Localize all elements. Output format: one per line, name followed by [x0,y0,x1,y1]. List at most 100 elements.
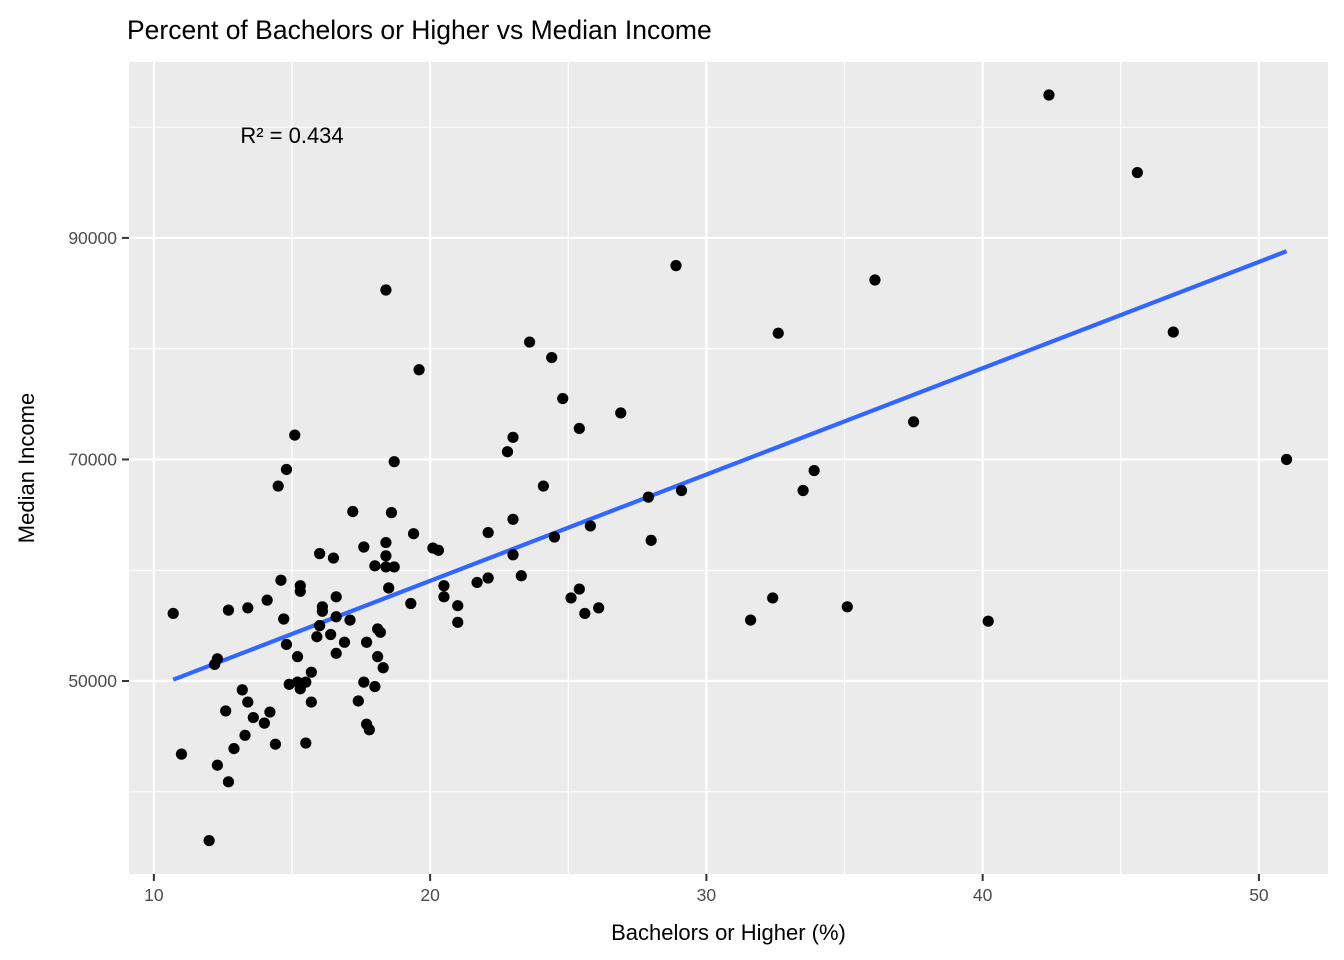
scatter-point [338,636,351,648]
scatter-point [573,583,585,595]
scatter-point [239,729,251,741]
scatter-point [325,628,337,641]
scatter-point [593,602,605,614]
scatter-point [330,647,342,659]
chart-title: Percent of Bachelors or Higher vs Median… [127,15,712,45]
scatter-point [808,464,820,477]
scatter-point [369,680,381,693]
scatter-point [358,541,370,553]
scatter-point [300,737,312,749]
scatter-point [222,776,235,788]
scatter-point [1167,326,1179,338]
scatter-point [507,513,519,525]
scatter-point [261,594,273,606]
scatter-point [369,560,381,572]
scatter-point [482,526,494,539]
scatter-point [471,576,483,589]
scatter-point [300,676,312,688]
scatter-point [907,416,920,428]
scatter-point [269,738,282,750]
scatter-point [280,638,293,651]
scatter-point [211,759,224,771]
x-tick-label: 50 [1249,885,1269,905]
scatter-point [797,484,809,497]
y-tick-label: 70000 [68,449,117,469]
scatter-point [242,696,254,708]
scatter-point [330,611,342,623]
scatter-point [236,684,248,696]
scatter-point [278,613,290,625]
r-squared-annotation: R² = 0.434 [240,123,343,148]
scatter-point [507,431,519,443]
scatter-point [482,572,494,584]
scatter-point [380,550,392,562]
scatter-point [745,614,757,626]
scatter-point [247,711,259,724]
scatter-point [380,561,392,573]
scatter-point [211,653,224,665]
scatter-point [388,456,400,468]
scatter-point [557,392,569,405]
scatter-point [548,531,561,543]
scatter-point [841,601,853,613]
scatter-point [584,520,596,532]
scatter-point [1131,166,1143,179]
scatter-point [330,591,342,603]
scatter-point [358,676,370,688]
scatter-point [264,706,276,718]
x-tick-label: 20 [420,885,440,905]
scatter-point [363,724,375,736]
scatter-point [305,696,317,708]
scatter-point [413,364,425,376]
x-tick-label: 10 [144,885,164,905]
scatter-point [869,274,881,286]
y-tick-label: 90000 [68,228,117,248]
scatter-point [380,536,392,549]
scatter-point [523,336,536,348]
regression-line-layer [172,249,1288,682]
scatter-point [1280,453,1293,466]
scatter-point [377,662,389,674]
scatter-point [405,597,417,610]
scatter-point [305,666,317,678]
scatter-point [670,260,682,272]
scatter-point [675,484,688,497]
scatter-point [507,549,519,561]
scatter-point [372,651,384,663]
scatter-point [291,651,304,663]
scatter-point [438,580,450,592]
scatter-point [645,534,657,546]
scatter-point [438,591,450,603]
x-tick-label: 30 [697,885,717,905]
scatter-point [316,601,328,613]
scatter-point [228,742,240,755]
scatter-point [573,422,585,435]
scatter-point [579,607,591,620]
regression-line [172,249,1288,682]
scatter-point [275,574,287,586]
scatter-point [258,717,270,729]
gridlines [129,62,1328,874]
scatter-point [289,429,301,441]
scatter-point [311,631,323,643]
data-points [167,89,1293,847]
x-axis-title: Bachelors or Higher (%) [611,920,846,945]
scatter-point [175,748,188,760]
scatter-point [615,407,627,419]
scatter-point [272,480,284,492]
scatter-point [383,582,395,594]
scatter-point [327,552,340,564]
scatter-point [1043,89,1055,101]
scatter-point [546,351,558,364]
scatter-point [452,600,464,612]
y-axis-title: Median Income [14,393,39,543]
scatter-point [167,607,179,620]
y-tick-label: 50000 [68,671,117,691]
scatter-point [314,620,326,632]
scatter-point [452,616,464,628]
scatter-point [203,834,215,847]
scatter-point [388,561,400,573]
scatter-point [360,636,373,648]
scatter-point [294,580,306,592]
